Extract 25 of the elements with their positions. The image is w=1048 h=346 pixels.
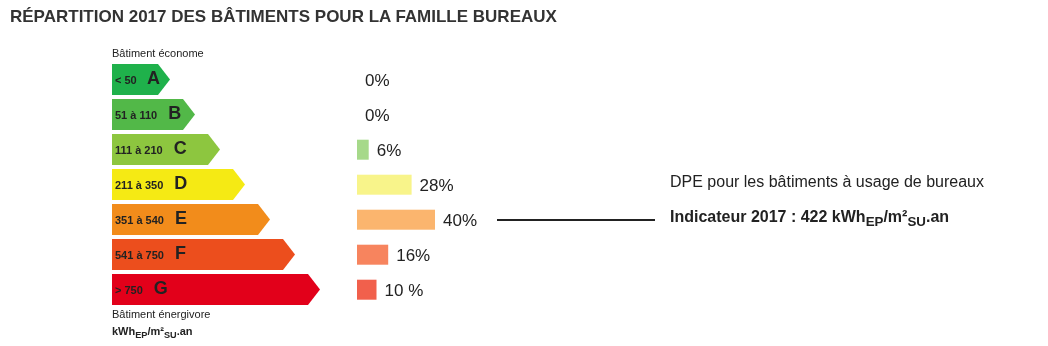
data-label: 0% — [365, 105, 390, 125]
text: Indicateur 2017 : 422 kWh$_{EP}$/m²$_{SU}$.an — [670, 207, 950, 232]
bar — [357, 209, 435, 230]
text: kWh$_{EP}$/m²$_{SU}$.an — [112, 324, 193, 343]
bar — [357, 139, 369, 160]
data-label: 0% — [365, 70, 390, 90]
y-tick-label: 111 à 210 C — [115, 137, 187, 158]
y-tick-label: < 50 A — [115, 67, 161, 88]
data-label: 6% — [376, 140, 402, 160]
data-label: 28% — [419, 175, 454, 195]
y-tick-label: 351 à 540 E — [115, 207, 187, 228]
y-tick-label: 211 à 350 D — [115, 172, 188, 193]
y-tick-label: 51 à 110 B — [115, 102, 182, 123]
data-label: 10 % — [384, 280, 424, 300]
data-label: 16% — [396, 245, 431, 265]
y-tick-label: > 750 G — [115, 277, 168, 298]
data-label: 40% — [443, 210, 478, 230]
text: Bâtiment énergivore — [112, 308, 211, 320]
bar — [357, 244, 389, 265]
bar — [357, 279, 377, 300]
text: DPE pour les bâtiments à usage de bureaux — [670, 173, 984, 191]
y-tick-label: 541 à 750 F — [115, 242, 186, 263]
text: Bâtiment économe — [112, 47, 204, 59]
chart-title: RÉPARTITION 2017 DES BÂTIMENTS POUR LA FAMILLE BUREAUX — [10, 7, 557, 27]
bar — [357, 174, 412, 195]
